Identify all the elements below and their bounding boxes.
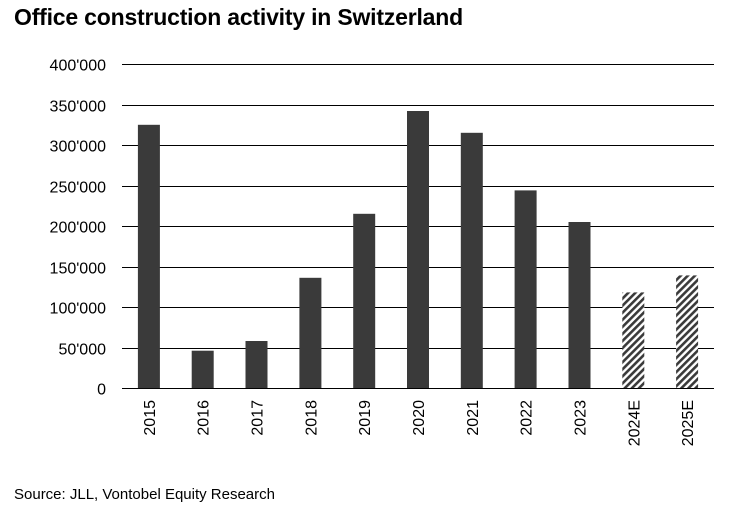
x-tick-label-2021: 2021 xyxy=(465,400,482,436)
bar-chart: 0 50'000 100'000 150'000 200'000 250'000 300'0… xyxy=(50,58,714,446)
bar-2016 xyxy=(191,350,214,388)
y-axis-tick-labels: 0 50'000 100'000 150'000 200'000 250'000 300'0… xyxy=(50,58,107,399)
bar-estimate-2024E xyxy=(622,292,645,388)
x-tick-label-2019: 2019 xyxy=(357,400,374,436)
y-tick-label: 150'000 xyxy=(50,261,107,278)
y-tick-label: 100'000 xyxy=(50,301,107,318)
y-tick-label: 400'000 xyxy=(50,58,107,75)
x-tick-label-2016: 2016 xyxy=(196,400,213,436)
x-tick-label-2015: 2015 xyxy=(142,400,159,436)
source-note: Source: JLL, Vontobel Equity Research xyxy=(14,486,275,503)
bar-2023 xyxy=(568,222,591,388)
x-tick-label-2023: 2023 xyxy=(572,400,589,436)
y-tick-label: 50'000 xyxy=(58,342,106,359)
x-tick-label-2017: 2017 xyxy=(250,400,267,436)
bar-2015 xyxy=(137,124,160,389)
bar-2021 xyxy=(460,132,483,388)
y-tick-label: 250'000 xyxy=(50,180,107,197)
bar-2017 xyxy=(245,341,268,388)
x-tick-label-2025E: 2025E xyxy=(680,400,697,446)
x-tick-label-2024E: 2024E xyxy=(626,400,643,446)
bar-2022 xyxy=(514,190,537,388)
bar-2018 xyxy=(299,277,322,388)
bar-2019 xyxy=(353,213,376,388)
y-tick-label: 0 xyxy=(97,382,106,399)
x-tick-label-2018: 2018 xyxy=(303,400,320,436)
bars xyxy=(137,111,699,389)
y-tick-label: 200'000 xyxy=(50,220,107,237)
y-tick-label: 300'000 xyxy=(50,139,107,156)
y-tick-label: 350'000 xyxy=(50,99,107,116)
x-tick-label-2022: 2022 xyxy=(519,400,536,436)
bar-estimate-2025E xyxy=(676,275,699,388)
x-axis-tick-labels: 2015 2016 2017 2018 2019 2020 2021 2022 2023 2024… xyxy=(142,400,697,446)
x-tick-label-2020: 2020 xyxy=(411,400,428,436)
bar-2020 xyxy=(407,111,429,388)
chart-title: Office construction activity in Switzerl… xyxy=(14,4,463,30)
